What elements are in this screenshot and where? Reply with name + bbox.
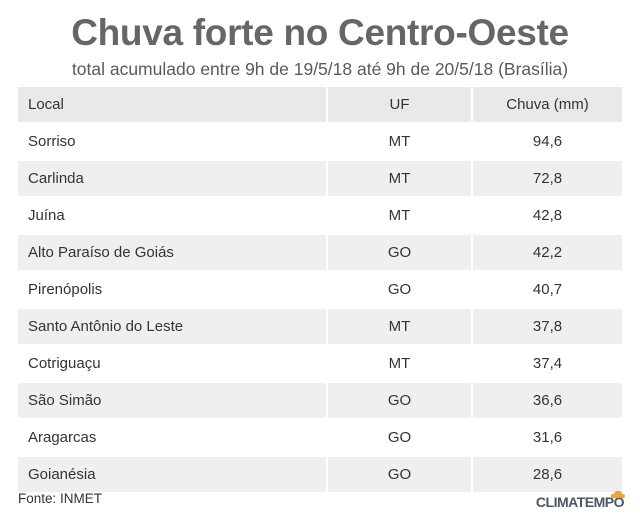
table-header-row: Local UF Chuva (mm) — [18, 86, 622, 123]
cell-chuva: 40,7 — [532, 281, 563, 298]
cell-chuva: 94,6 — [532, 133, 563, 150]
logo-text: CLIMATEMPO — [535, 494, 625, 510]
cell-chuva: 72,8 — [473, 161, 622, 196]
table-row: São Simão GO 36,6 — [18, 382, 622, 419]
chart-title: Chuva forte no Centro-Oeste — [71, 12, 569, 53]
cell-chuva: 37,8 — [473, 309, 622, 344]
column-header-local: Local — [18, 87, 326, 122]
source-note: Fonte: INMET — [18, 491, 103, 506]
chart-subtitle: total acumulado entre 9h de 19/5/18 até … — [71, 59, 569, 79]
cell-local: Aragarcas — [28, 429, 97, 446]
table-row: Alto Paraíso de Goiás GO 42,2 — [18, 234, 622, 271]
cell-uf: MT — [388, 355, 411, 372]
cell-uf: MT — [328, 309, 471, 344]
cell-chuva: 31,6 — [532, 429, 563, 446]
table-row: Santo Antônio do Leste MT 37,8 — [18, 308, 622, 345]
cell-local: Cotriguaçu — [28, 355, 101, 372]
table-row: Pirenópolis GO 40,7 — [18, 271, 622, 308]
cell-local: Santo Antônio do Leste — [18, 309, 326, 344]
cell-local: Sorriso — [28, 133, 76, 150]
table-row: Sorriso MT 94,6 — [18, 123, 622, 160]
cell-chuva: 42,8 — [532, 207, 563, 224]
cell-local: São Simão — [18, 383, 326, 418]
cell-uf: GO — [328, 383, 471, 418]
cell-uf: GO — [387, 429, 412, 446]
cell-uf: MT — [388, 133, 411, 150]
cloud-icon — [610, 490, 625, 498]
table-row: Juína MT 42,8 — [18, 197, 622, 234]
cell-chuva: 37,4 — [532, 355, 563, 372]
cell-chuva: 28,6 — [473, 457, 622, 492]
cell-chuva: 36,6 — [473, 383, 622, 418]
table-row: Cotriguaçu MT 37,4 — [18, 345, 622, 382]
table-row: Goianésia GO 28,6 — [18, 456, 622, 493]
cell-uf: MT — [388, 207, 411, 224]
cell-uf: GO — [328, 235, 471, 270]
table-row: Aragarcas GO 31,6 — [18, 419, 622, 456]
cell-local: Carlinda — [18, 161, 326, 196]
rainfall-table: Local UF Chuva (mm) Sorriso MT 94,6 Carlind… — [18, 86, 622, 493]
cell-uf: MT — [328, 161, 471, 196]
cell-local: Juína — [28, 207, 65, 224]
climatempo-logo: CLIMATEMPO — [535, 490, 625, 512]
cell-chuva: 42,2 — [473, 235, 622, 270]
table-row: Carlinda MT 72,8 — [18, 160, 622, 197]
cell-local: Pirenópolis — [28, 281, 103, 298]
cell-uf: GO — [387, 281, 412, 298]
cell-local: Goianésia — [18, 457, 326, 492]
column-header-uf: UF — [328, 87, 471, 122]
column-header-chuva: Chuva (mm) — [473, 87, 622, 122]
cell-uf: GO — [328, 457, 471, 492]
cell-local: Alto Paraíso de Goiás — [18, 235, 326, 270]
